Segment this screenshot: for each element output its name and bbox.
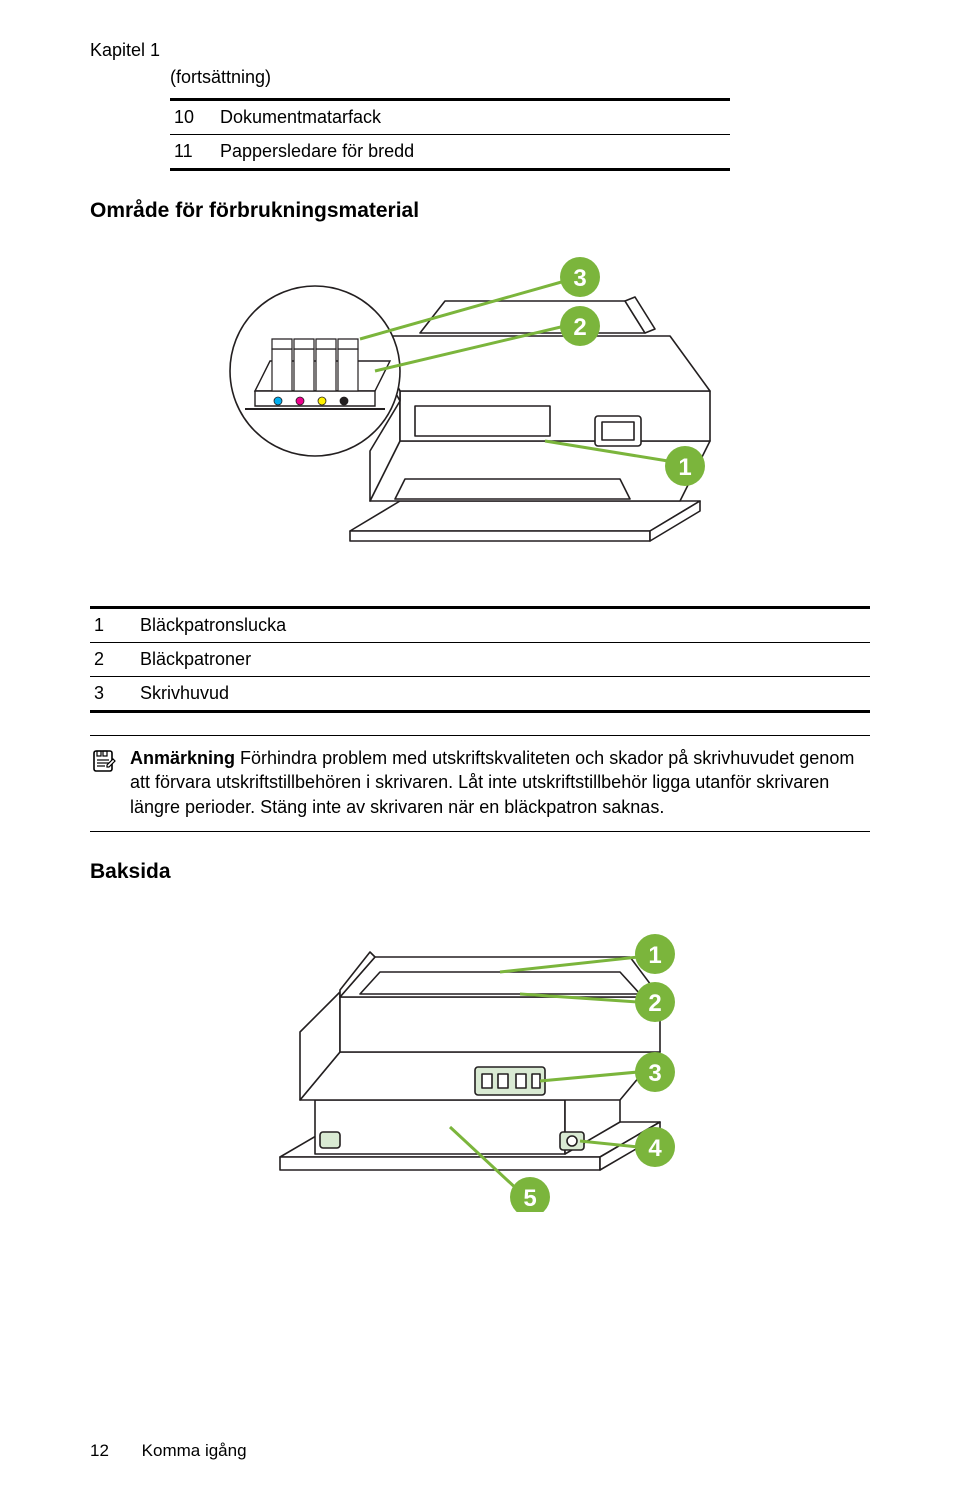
row-label: Skrivhuvud [140,683,870,704]
note-icon [90,746,118,819]
page-footer: 12 Komma igång [90,1441,247,1461]
svg-text:2: 2 [648,990,661,1017]
continuation-label: (fortsättning) [170,67,870,88]
printer-supplies-diagram: 3 2 1 [200,241,760,571]
magnifier-detail [230,286,400,456]
note-lead: Anmärkning [130,748,235,768]
parts-table-1: 10 Dokumentmatarfack 11 Pappersledare fö… [170,98,730,171]
svg-text:1: 1 [678,454,691,481]
row-number: 10 [170,107,220,128]
note-text: Anmärkning Förhindra problem med utskrif… [130,746,870,819]
callout-4b: 4 [635,1127,675,1167]
row-label: Bläckpatroner [140,649,870,670]
footer-section: Komma igång [142,1441,247,1460]
note-block: Anmärkning Förhindra problem med utskrif… [90,735,870,832]
svg-text:4: 4 [648,1135,662,1162]
callout-1: 1 [665,446,705,486]
row-number: 1 [90,615,140,636]
callout-2b: 2 [635,982,675,1022]
note-body: Förhindra problem med utskriftskvalitete… [130,748,854,817]
callout-3b: 3 [635,1052,675,1092]
callout-1b: 1 [635,934,675,974]
svg-text:3: 3 [573,265,586,292]
figure-backside: 1 2 3 4 5 [90,902,870,1217]
row-label: Dokumentmatarfack [220,107,730,128]
chapter-label: Kapitel 1 [90,40,870,61]
printer-back-diagram: 1 2 3 4 5 [220,902,740,1212]
page-number: 12 [90,1441,109,1460]
parts-table-2: 1 Bläckpatronslucka 2 Bläckpatroner 3 Sk… [90,606,870,713]
svg-text:3: 3 [648,1060,661,1087]
row-number: 2 [90,649,140,670]
callout-2: 2 [560,306,600,346]
svg-text:2: 2 [573,314,586,341]
row-number: 11 [170,141,220,162]
section-heading-supplies: Område för förbrukningsmaterial [90,199,870,223]
row-number: 3 [90,683,140,704]
table-row: 11 Pappersledare för bredd [170,135,730,168]
table-row: 1 Bläckpatronslucka [90,609,870,643]
callout-3: 3 [560,257,600,297]
callout-5b: 5 [510,1177,550,1212]
table-row: 2 Bläckpatroner [90,643,870,677]
table-row: 3 Skrivhuvud [90,677,870,710]
svg-text:1: 1 [648,942,661,969]
figure-supplies-area: 3 2 1 [90,241,870,576]
row-label: Bläckpatronslucka [140,615,870,636]
section-heading-back: Baksida [90,860,870,884]
svg-text:5: 5 [523,1185,536,1212]
row-label: Pappersledare för bredd [220,141,730,162]
table-row: 10 Dokumentmatarfack [170,101,730,135]
